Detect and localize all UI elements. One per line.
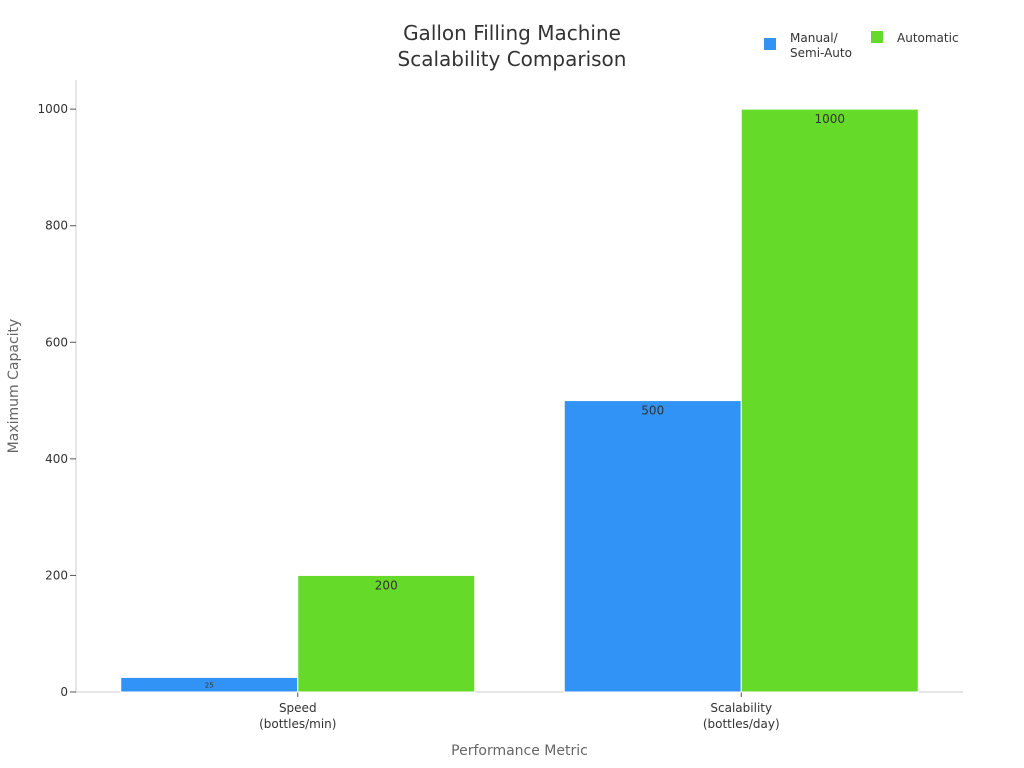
bar	[563, 400, 742, 693]
bar	[740, 108, 919, 693]
chart-legend: Manual/Semi-Auto Automatic	[764, 31, 959, 60]
y-axis-ticks: 0 200 400 600 800 1000	[37, 102, 76, 699]
legend-label: Automatic	[897, 31, 959, 45]
chart-bars	[120, 108, 919, 693]
y-tick-label: 1000	[37, 102, 68, 116]
x-tick-label: Scalability	[710, 701, 772, 715]
y-tick-label: 400	[45, 452, 68, 466]
y-axis-label: Maximum Capacity	[6, 319, 22, 454]
y-tick-label: 800	[45, 219, 68, 233]
y-tick-label: 600	[45, 335, 68, 349]
legend-swatch	[871, 31, 883, 43]
chart-title-line: Gallon Filling Machine	[403, 21, 621, 45]
data-label: 25	[205, 682, 214, 690]
data-label: 1000	[814, 112, 845, 126]
chart-title-line: Scalability Comparison	[398, 47, 627, 71]
chart-data-labels: 25 200 500 1000	[205, 112, 845, 690]
y-tick-label: 0	[60, 685, 68, 699]
y-tick-label: 200	[45, 568, 68, 582]
x-axis-ticks: Speed (bottles/min) Scalability (bottles/da…	[259, 692, 780, 731]
x-tick-label: (bottles/min)	[259, 717, 336, 731]
data-label: 500	[641, 404, 664, 418]
legend-label: Semi-Auto	[790, 46, 852, 60]
x-axis-label: Performance Metric	[451, 743, 588, 759]
legend-label: Manual/	[790, 31, 839, 45]
legend-swatch	[764, 38, 776, 50]
data-label: 200	[375, 578, 398, 592]
bar	[297, 574, 476, 693]
x-tick-label: Speed	[279, 701, 317, 715]
x-tick-label: (bottles/day)	[703, 717, 780, 731]
